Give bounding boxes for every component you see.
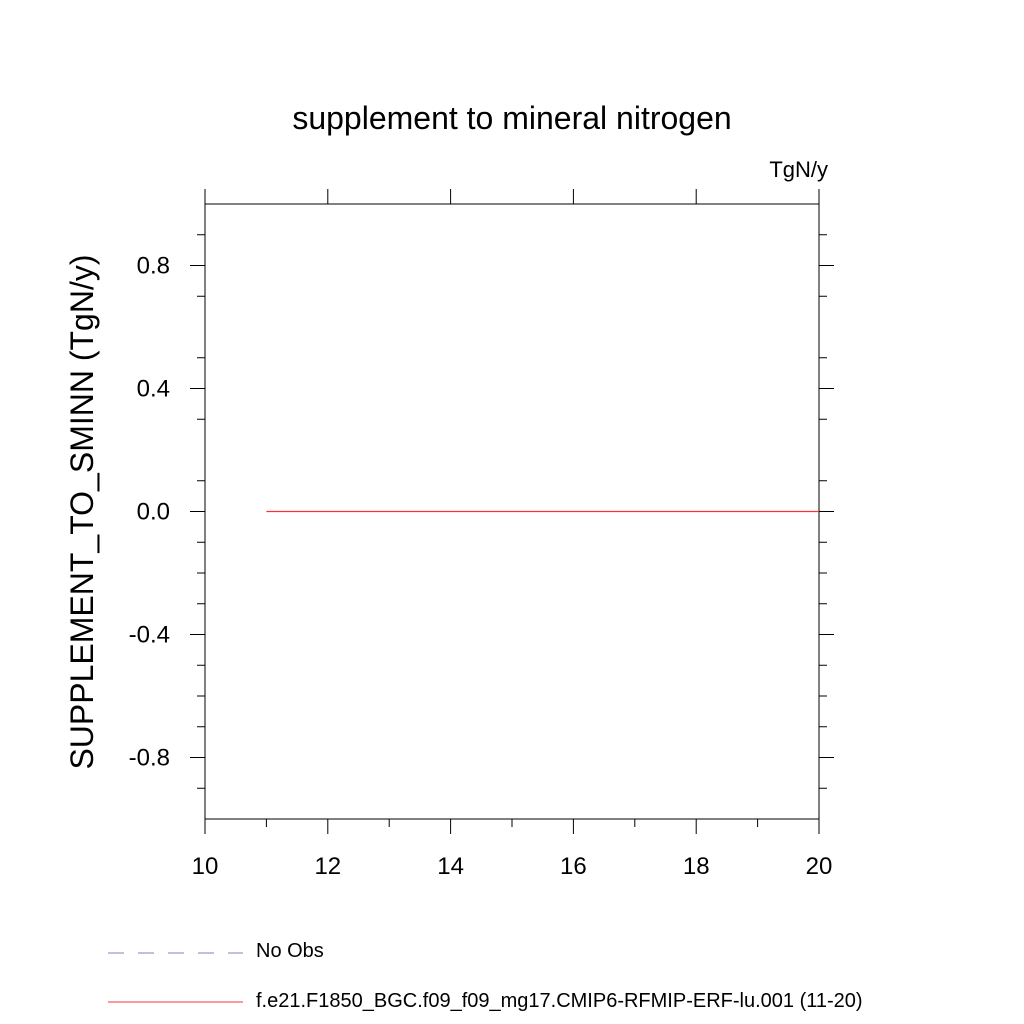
chart-title: supplement to mineral nitrogen bbox=[292, 100, 732, 136]
y-tick-label: -0.4 bbox=[129, 622, 170, 649]
y-axis-label: SUPPLEMENT_TO_SMINN (TgN/y) bbox=[64, 254, 100, 770]
x-tick-label: 20 bbox=[806, 853, 833, 880]
units-label: TgN/y bbox=[769, 157, 828, 182]
legend-entry-no-obs: No Obs bbox=[256, 940, 324, 962]
x-tick-label: 12 bbox=[314, 853, 341, 880]
y-tick-label: 0.4 bbox=[137, 376, 170, 403]
y-tick-label: 0.0 bbox=[137, 499, 170, 526]
legend-entry-model-run: f.e21.F1850_BGC.f09_f09_mg17.CMIP6-RFMIP… bbox=[256, 990, 863, 1012]
y-tick-label: -0.8 bbox=[129, 745, 170, 772]
axis-tick-labels: 10 12 14 16 18 20 -0.8 -0.4 0.0 0.4 0.8 bbox=[129, 253, 833, 881]
x-tick-label: 14 bbox=[437, 853, 464, 880]
x-tick-label: 10 bbox=[192, 853, 219, 880]
legend-swatches bbox=[108, 952, 243, 1003]
x-tick-label: 16 bbox=[560, 853, 587, 880]
y-tick-label: 0.8 bbox=[137, 253, 170, 280]
x-tick-label: 18 bbox=[683, 853, 710, 880]
axis-ticks bbox=[190, 189, 834, 834]
